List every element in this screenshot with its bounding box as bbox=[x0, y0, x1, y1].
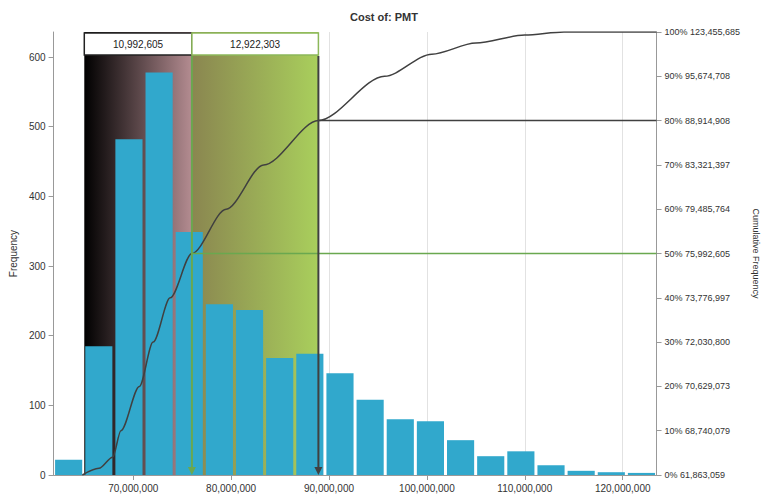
svg-text:70,000,000: 70,000,000 bbox=[108, 483, 158, 494]
svg-text:10% 68,740,079: 10% 68,740,079 bbox=[665, 426, 731, 436]
svg-text:300: 300 bbox=[29, 261, 46, 272]
svg-text:100% 123,455,685: 100% 123,455,685 bbox=[665, 27, 741, 37]
svg-text:90,000,000: 90,000,000 bbox=[304, 483, 354, 494]
svg-text:100,000,000: 100,000,000 bbox=[399, 483, 455, 494]
svg-text:100: 100 bbox=[29, 400, 46, 411]
svg-text:Cost of: PMT: Cost of: PMT bbox=[350, 11, 418, 23]
svg-text:0: 0 bbox=[40, 470, 46, 481]
svg-text:600: 600 bbox=[29, 52, 46, 63]
svg-text:500: 500 bbox=[29, 121, 46, 132]
svg-text:400: 400 bbox=[29, 191, 46, 202]
svg-text:120,000,000: 120,000,000 bbox=[595, 483, 651, 494]
svg-text:110,000,000: 110,000,000 bbox=[497, 483, 552, 494]
svg-text:30% 72,030,800: 30% 72,030,800 bbox=[665, 337, 731, 347]
svg-text:Cumulative Frequency: Cumulative Frequency bbox=[751, 208, 761, 299]
svg-text:60% 79,485,764: 60% 79,485,764 bbox=[665, 204, 731, 214]
svg-text:80,000,000: 80,000,000 bbox=[206, 483, 256, 494]
svg-text:90% 95,674,708: 90% 95,674,708 bbox=[665, 71, 731, 81]
svg-text:80% 88,914,908: 80% 88,914,908 bbox=[665, 116, 731, 126]
svg-text:50% 75,992,605: 50% 75,992,605 bbox=[665, 249, 731, 259]
svg-text:70% 83,321,397: 70% 83,321,397 bbox=[665, 160, 731, 170]
svg-text:10,992,605: 10,992,605 bbox=[113, 39, 163, 50]
svg-text:200: 200 bbox=[29, 330, 46, 341]
svg-text:Frequency: Frequency bbox=[8, 230, 19, 277]
svg-text:0% 61,863,059: 0% 61,863,059 bbox=[665, 470, 726, 480]
svg-text:40% 73,776,997: 40% 73,776,997 bbox=[665, 293, 731, 303]
svg-text:12,922,303: 12,922,303 bbox=[230, 39, 280, 50]
svg-text:20% 70,629,073: 20% 70,629,073 bbox=[665, 381, 731, 391]
